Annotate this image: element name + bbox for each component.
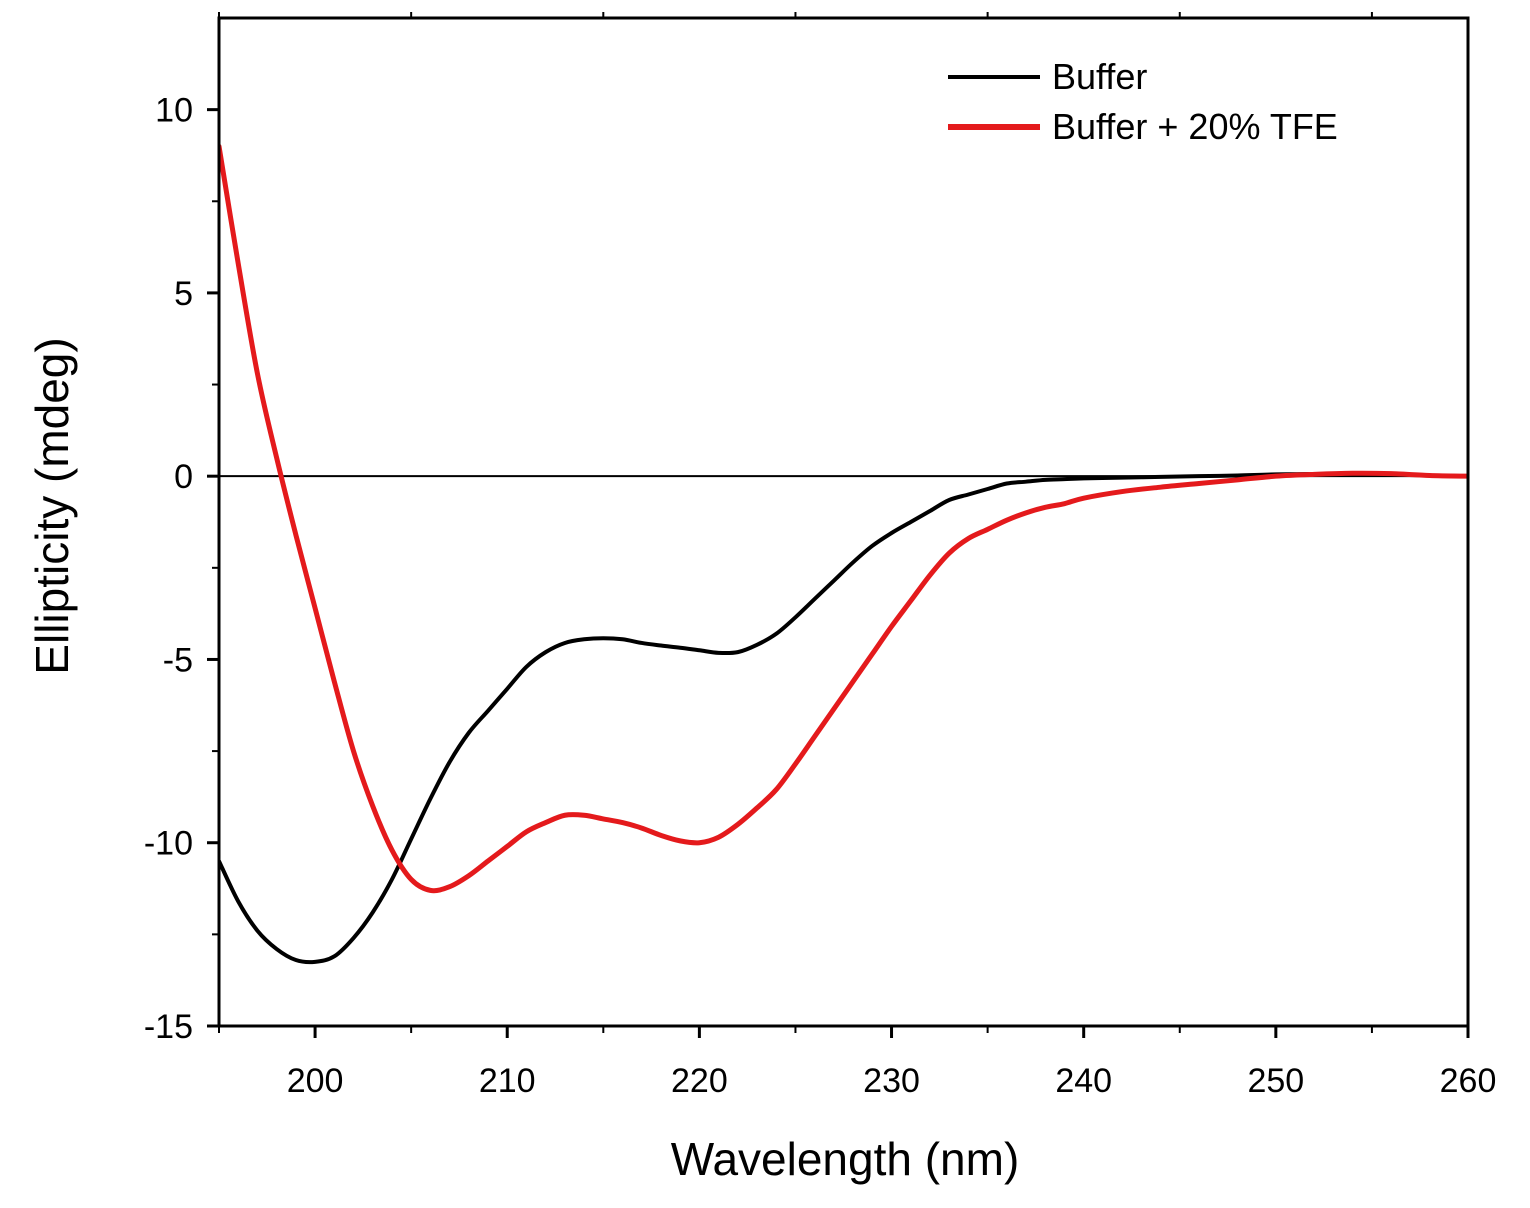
series-line-buffer-20-tfe xyxy=(219,143,1468,894)
x-tick-label-200: 200 xyxy=(287,1062,344,1100)
y-tick-label-0: 0 xyxy=(174,458,193,496)
x-tick-label-230: 230 xyxy=(863,1062,920,1100)
legend-label-buffer-20-tfe: Buffer + 20% TFE xyxy=(1052,106,1338,147)
axes: 200 210 220 230 240 250 260 -15 -10 -5 0 5 10 xyxy=(144,12,1497,1100)
x-tick-label-260: 260 xyxy=(1440,1062,1497,1100)
x-axis-title: Wavelength (nm) xyxy=(671,1133,1020,1185)
legend-label-buffer: Buffer xyxy=(1052,56,1147,97)
x-tick-label-210: 210 xyxy=(479,1062,536,1100)
legend: Buffer Buffer + 20% TFE xyxy=(948,56,1338,147)
plot-frame xyxy=(217,16,1470,1028)
plot-area xyxy=(219,143,1468,965)
y-tick-label--10: -10 xyxy=(144,825,193,863)
x-tick-label-250: 250 xyxy=(1247,1062,1304,1100)
x-tick-label-220: 220 xyxy=(671,1062,728,1100)
y-tick-label-5: 5 xyxy=(174,275,193,313)
y-tick-label-10: 10 xyxy=(155,92,193,130)
y-tick-label--5: -5 xyxy=(163,641,193,679)
y-tick-label--15: -15 xyxy=(144,1008,193,1046)
series-line-buffer xyxy=(219,471,1468,965)
x-tick-label-240: 240 xyxy=(1055,1062,1112,1100)
y-axis-title: Ellipticity (mdeg) xyxy=(26,337,78,674)
